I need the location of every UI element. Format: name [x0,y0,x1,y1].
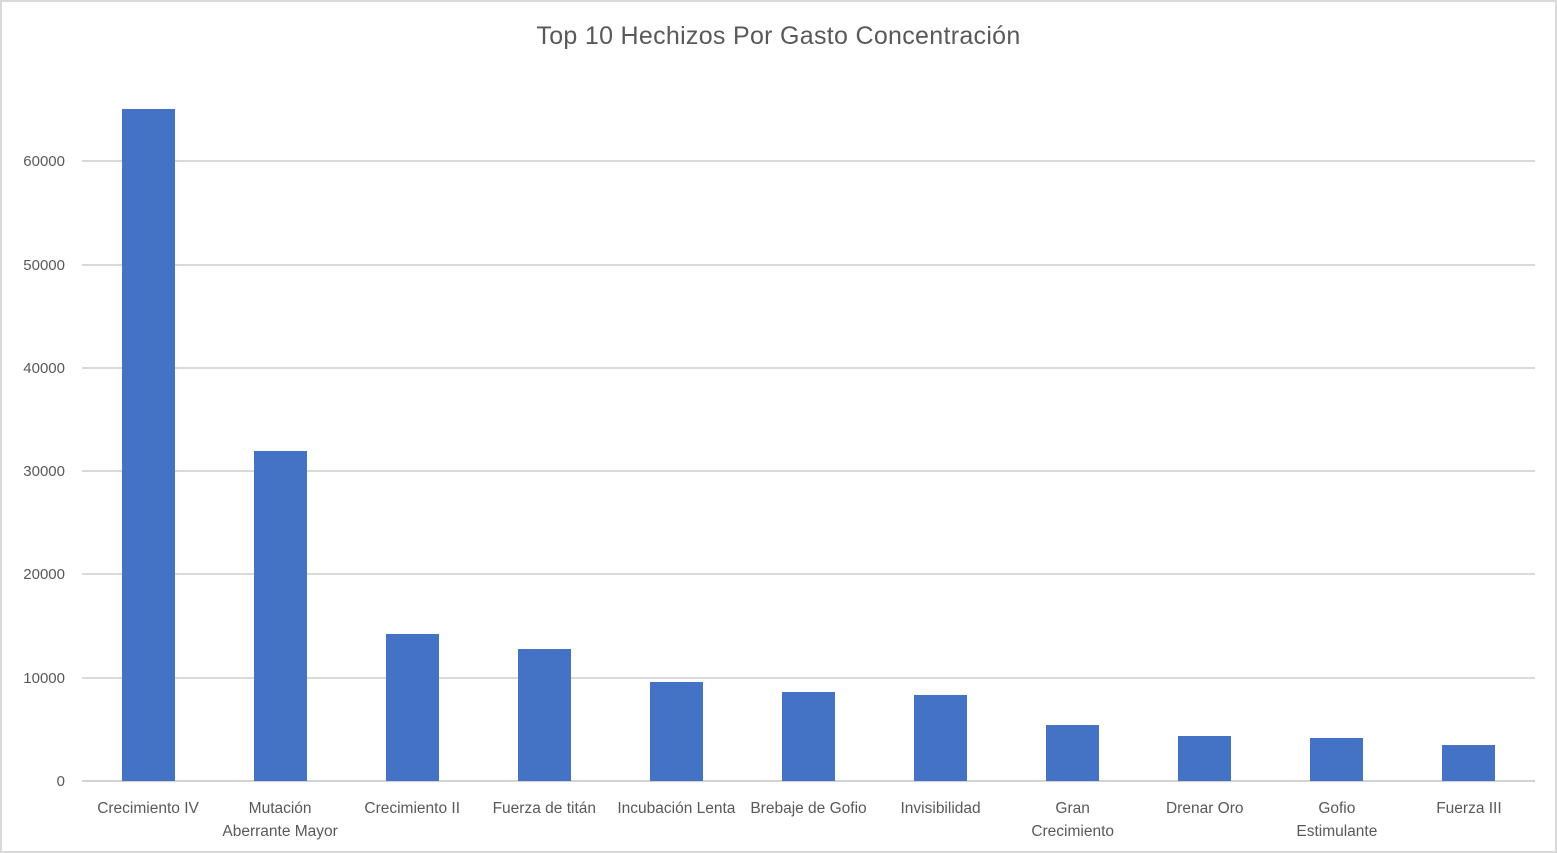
x-category-label: Crecimiento IV [97,800,199,817]
bar [914,695,968,781]
bar [253,450,307,781]
x-category-label: Gran Crecimiento [1031,800,1115,840]
x-category-label: Fuerza III [1436,800,1502,817]
x-category-label: Brebaje de Gofio [750,800,867,817]
y-tick-label: 60000 [23,153,65,171]
gridline [82,676,1535,679]
bar [1046,725,1100,781]
y-tick-label: 40000 [23,359,65,377]
bar [649,681,703,781]
bar [1442,744,1496,781]
y-tick-label: 0 [56,773,65,790]
y-tick-label: 50000 [23,256,65,274]
bar [385,634,439,781]
bar [1310,737,1364,781]
y-tick-label: 20000 [23,566,65,584]
chart-title: Top 10 Hechizos Por Gasto Concentración [536,22,1021,50]
gridline [82,366,1535,369]
x-category-label: Crecimiento II [364,800,461,817]
gridline [82,263,1535,266]
y-tick-label: 10000 [23,669,65,687]
x-category-label: Mutación Aberrante Mayor [222,800,338,840]
x-category-label: Fuerza de titán [492,800,596,817]
bar [782,692,835,781]
gridline [82,470,1535,473]
y-tick-label: 30000 [23,463,65,481]
bar [1178,735,1232,781]
gridline [82,160,1535,163]
x-category-label: Gofio Estimulante [1296,800,1378,840]
x-category-label: Drenar Oro [1165,800,1244,817]
x-category-label: Incubación Lenta [617,800,736,817]
bar [517,648,571,781]
plot-area: 0 10000 20000 30000 40000 50000 60000 Crecimien… [23,89,1535,840]
bar [121,108,175,781]
x-category-label: Invisibilidad [900,800,981,817]
x-axis-line [82,780,1535,782]
gridline [82,573,1535,576]
